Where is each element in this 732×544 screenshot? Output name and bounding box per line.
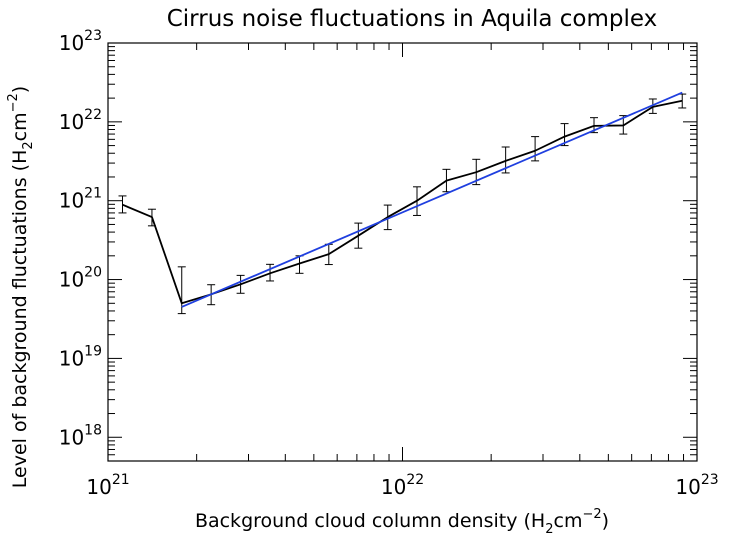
x-axis-tick-labels: 1021 1022 1023 — [86, 472, 718, 499]
y-tick-label: 1023 — [59, 28, 102, 55]
y-axis-ticks — [108, 42, 697, 462]
x-tick-label: 1021 — [86, 472, 129, 499]
y-axis-tick-labels: 1018 1019 1020 1021 1022 1023 — [59, 28, 102, 449]
series-layer — [118, 91, 687, 315]
y-tick-label: 1020 — [59, 265, 102, 292]
y-tick-label: 1019 — [59, 343, 102, 370]
y-tick-label: 1022 — [59, 107, 102, 134]
y-tick-label: 1021 — [59, 186, 102, 213]
series-1 — [181, 91, 683, 308]
x-tick-label: 1023 — [675, 472, 718, 499]
chart-title: Cirrus noise fluctuations in Aquila comp… — [167, 6, 658, 32]
x-axis-ticks — [107, 43, 698, 461]
series-line-1 — [181, 91, 683, 308]
x-axis-label: Background cloud column density (H2cm−2) — [195, 507, 609, 537]
y-axis-label: Level of background fluctuations (H2cm−2… — [6, 86, 36, 488]
x-tick-label: 1022 — [381, 472, 424, 499]
y-tick-label: 1018 — [59, 422, 102, 449]
